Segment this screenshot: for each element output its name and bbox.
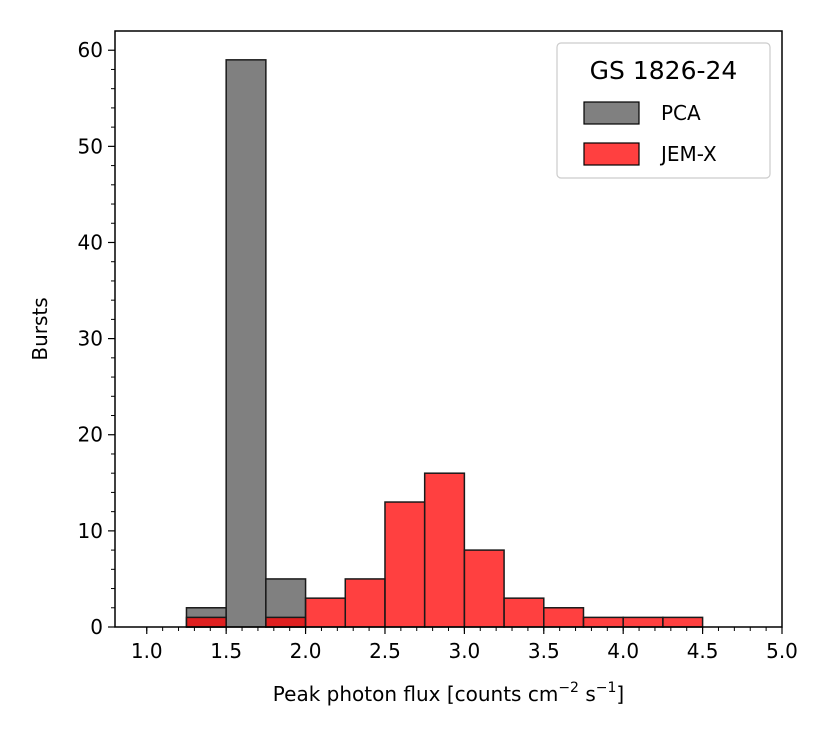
y-axis-label: Bursts (28, 297, 52, 360)
jemx-bar (384, 501, 426, 628)
x-axis-label: Peak photon flux [counts cm−2 s−1] (273, 680, 624, 706)
y-axis: 0 10 20 30 40 50 60 (78, 38, 115, 639)
y-tick-label: 10 (78, 519, 103, 543)
jemx-series (185, 472, 704, 628)
x-tick-label: 1.5 (210, 639, 242, 663)
jemx-bar (543, 607, 585, 628)
y-tick-label: 60 (78, 38, 103, 62)
pca-bar (225, 59, 267, 628)
jemx-bar (662, 616, 704, 628)
x-axis: 1.0 1.5 2.0 2.5 3.0 3.5 4.0 4.5 5.0 (131, 627, 798, 663)
jemx-bar (344, 578, 386, 628)
legend-label-jemx: JEM-X (659, 142, 717, 166)
legend-title: GS 1826-24 (590, 56, 738, 85)
y-tick-label: 40 (78, 230, 103, 254)
y-tick-label: 30 (78, 327, 103, 351)
jemx-bar (265, 616, 307, 628)
x-tick-label: 3.5 (528, 639, 560, 663)
jemx-bar (304, 597, 347, 628)
jemx-bar (463, 549, 505, 628)
pca-series (185, 59, 307, 628)
x-tick-label: 4.5 (687, 639, 719, 663)
legend-swatch-jemx (583, 142, 640, 166)
x-tick-label: 5.0 (766, 639, 798, 663)
x-tick-label: 2.0 (290, 639, 322, 663)
x-tick-label: 2.5 (369, 639, 401, 663)
jemx-bar (622, 616, 664, 628)
legend-swatch-pca (583, 101, 640, 125)
legend: GS 1826-24 PCA JEM-X (556, 42, 771, 179)
jemx-bar (423, 472, 466, 628)
jemx-bar (582, 616, 624, 628)
jemx-bar (185, 616, 227, 628)
legend-label-pca: PCA (661, 101, 701, 125)
x-tick-label: 1.0 (131, 639, 163, 663)
y-tick-label: 20 (78, 423, 103, 447)
y-tick-label: 0 (90, 615, 103, 639)
y-tick-label: 50 (78, 134, 103, 158)
x-tick-label: 3.0 (448, 639, 480, 663)
jemx-bar (503, 597, 545, 628)
x-tick-label: 4.0 (607, 639, 639, 663)
